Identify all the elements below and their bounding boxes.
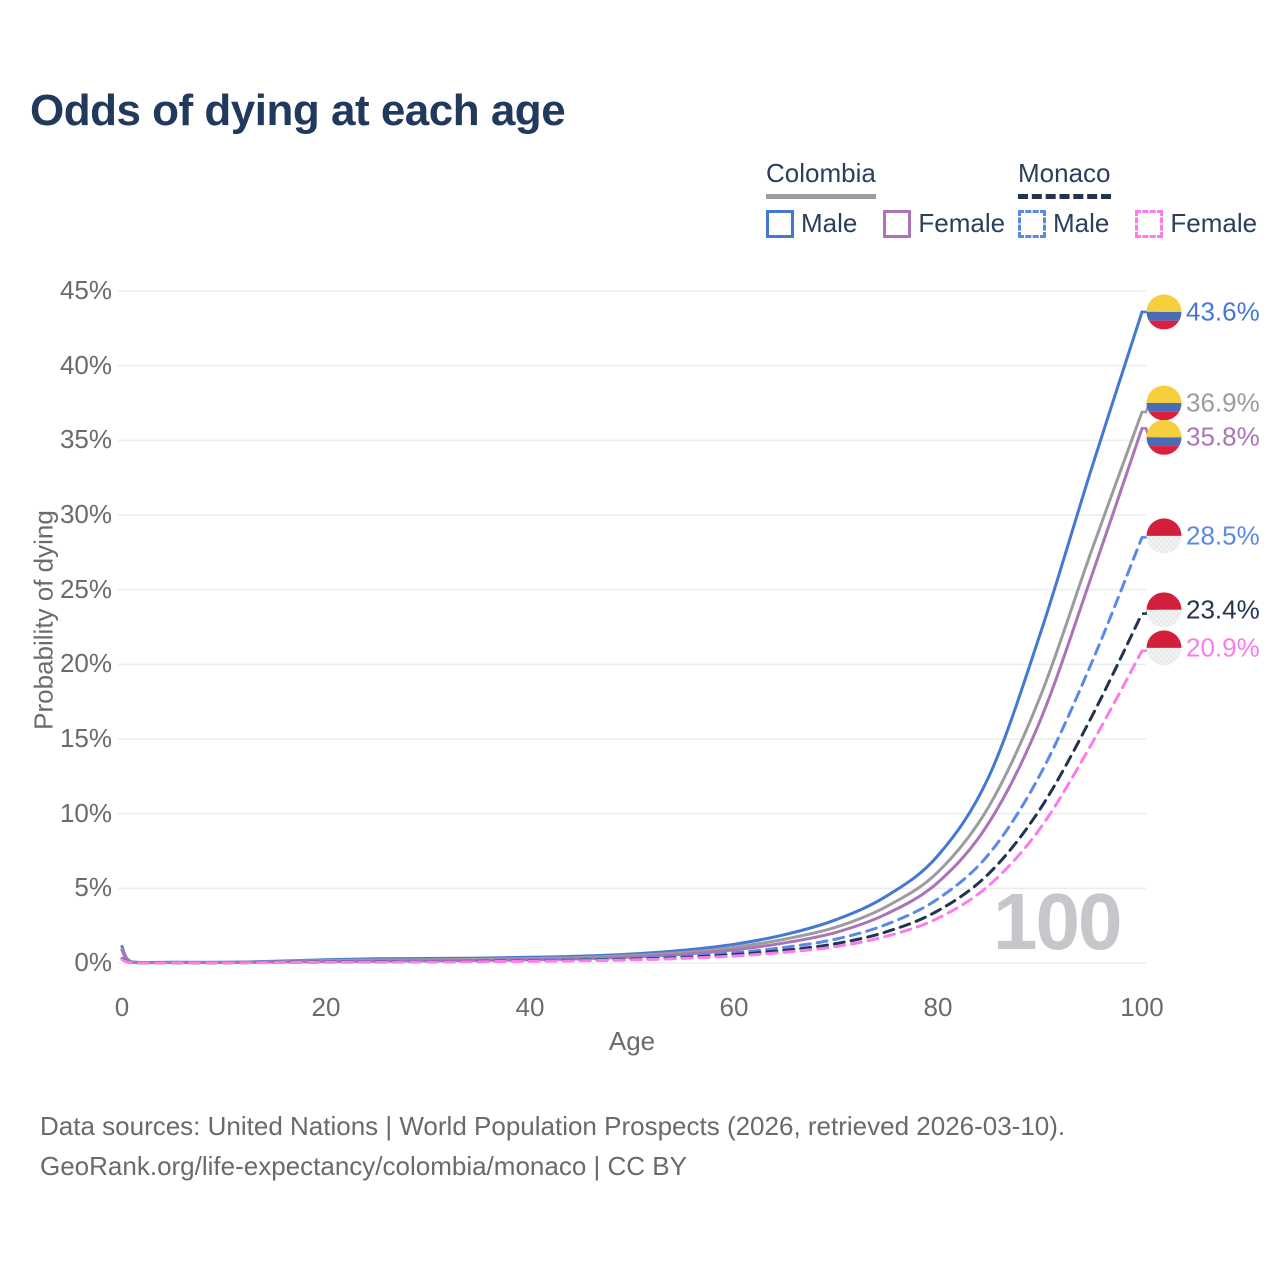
line-swatch-icon (766, 209, 794, 238)
y-tick-label: 30% (59, 499, 112, 529)
x-tick-label: 0 (114, 992, 130, 1022)
flag-icon-colombia (1146, 385, 1182, 421)
series-line-monaco-male[interactable] (120, 535, 1144, 965)
x-axis-title: Age (608, 1026, 656, 1056)
flag-icon-colombia (1146, 294, 1182, 330)
value-label-monaco-female: 20.9% (1186, 632, 1260, 663)
flag-icon-monaco (1146, 630, 1182, 666)
legend-item-label: Female (1170, 208, 1258, 238)
y-tick-label: 10% (59, 797, 112, 828)
value-label-monaco-male: 28.5% (1186, 520, 1260, 551)
line-swatch-icon (1135, 209, 1164, 238)
source-line-1: Data sources: United Nations | World Pop… (40, 1111, 1066, 1141)
y-tick-label: 0% (74, 947, 112, 977)
legend-item-colombia-male[interactable]: Male (766, 208, 857, 239)
page-title: Odds of dying at each age (30, 86, 566, 135)
legend-title-monaco: Monaco (1018, 158, 1111, 199)
y-axis-title: Probability of dying (28, 510, 59, 730)
legend-item-label: Male (1053, 208, 1110, 238)
y-tick-label: 15% (59, 723, 112, 753)
flag-icon-monaco (1146, 592, 1182, 628)
y-tick-label: 45% (59, 275, 112, 305)
y-tick-label: 25% (59, 573, 112, 604)
x-tick-label: 80 (923, 992, 953, 1022)
hover-age-indicator: 100 (993, 877, 1122, 966)
legend-title-colombia: Colombia (766, 158, 876, 199)
legend-item-label: Male (801, 208, 858, 238)
chart-canvas (118, 290, 1182, 965)
legend-item-colombia-female[interactable]: Female (883, 208, 1005, 239)
value-label-colombia-male: 43.6% (1186, 296, 1260, 327)
x-tick-label: 60 (719, 992, 749, 1022)
value-label-colombia-female: 35.8% (1186, 421, 1260, 452)
x-tick-label: 20 (311, 992, 341, 1022)
data-source-note: Data sources: United Nations | World Pop… (40, 1106, 1065, 1186)
series-line-colombia-both[interactable] (120, 410, 1144, 965)
series-line-monaco-female[interactable] (120, 649, 1144, 965)
line-swatch-icon (1018, 209, 1046, 238)
flag-icon-colombia (1146, 419, 1182, 455)
y-tick-label: 35% (59, 424, 112, 455)
legend-group-colombia: Colombia Male Female (766, 158, 1005, 239)
series-line-monaco-both[interactable] (120, 612, 1144, 965)
x-tick-label: 100 (1120, 992, 1164, 1022)
y-tick-label: 20% (59, 648, 112, 679)
series-line-colombia-male[interactable] (120, 310, 1144, 965)
y-tick-label: 5% (74, 872, 112, 903)
series-line-colombia-female[interactable] (120, 426, 1144, 965)
legend-item-label: Female (918, 208, 1006, 238)
value-label-monaco-both: 23.4% (1186, 594, 1260, 625)
line-swatch-icon (883, 209, 912, 238)
legend-group-monaco: Monaco Male Female (1018, 158, 1257, 239)
y-tick-label: 40% (59, 349, 112, 380)
x-tick-label: 40 (515, 992, 545, 1022)
legend-item-monaco-male[interactable]: Male (1018, 208, 1109, 239)
legend-item-monaco-female[interactable]: Female (1135, 208, 1257, 239)
source-line-2: GeoRank.org/life-expectancy/colombia/mon… (40, 1151, 687, 1181)
flag-icon-monaco (1146, 518, 1182, 554)
value-label-colombia-both: 36.9% (1186, 387, 1260, 418)
